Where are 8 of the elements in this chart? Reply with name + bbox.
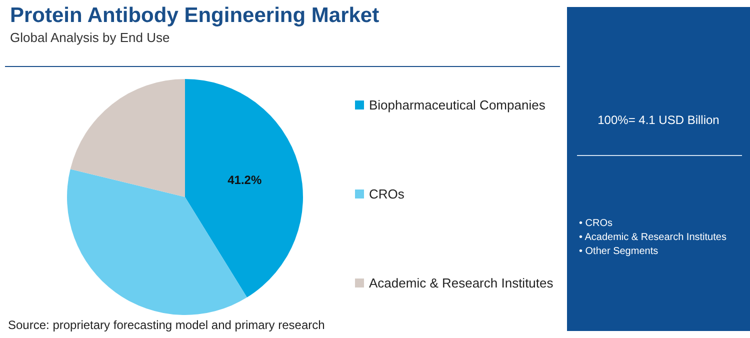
legend-label: Biopharmaceutical Companies [369,98,546,112]
chart-title: Protein Antibody Engineering Market [10,4,380,28]
source-note: Source: proprietary forecasting model and primary research [8,318,325,332]
info-panel: 100%= 4.1 USD Billion • CROs • Academic & Research Institutes • Other Segments [567,7,750,331]
data-label: 41.2% [228,173,262,188]
legend-label: Academic & Research Institutes [369,276,554,290]
chart-subtitle: Global Analysis by End Use [10,30,170,45]
legend-label: CROs [369,186,405,202]
